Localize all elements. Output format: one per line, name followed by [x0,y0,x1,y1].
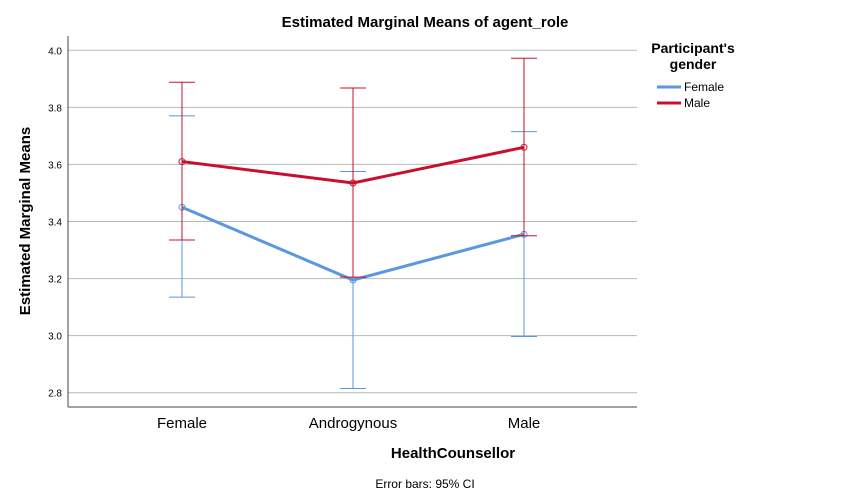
y-tick-label: 3.2 [48,275,62,286]
legend-label: Male [684,96,710,110]
y-tick-label: 2.8 [48,389,62,400]
y-tick-label: 3.4 [48,218,62,229]
series-line [181,145,525,185]
series [169,57,537,389]
y-tick-label: 4.0 [48,46,62,57]
data-point [520,143,528,151]
legend-title-line2: gender [670,56,717,72]
x-tick-label: Male [508,415,541,432]
x-tick-label: Androgynous [309,415,397,432]
y-tick-labels: 2.8 3.0 3.2 3.4 3.6 3.8 4.0 [48,46,62,399]
chart-title: Estimated Marginal Means of agent_role [282,14,569,31]
x-tick-labels: Female Androgynous Male [157,415,540,432]
legend-items: Female Male [657,80,724,110]
y-axis-title: Estimated Marginal Means [17,127,34,315]
data-point [178,158,186,166]
series-male [169,57,537,278]
y-tick-label: 3.8 [48,103,62,114]
y-tick-label: 3.6 [48,160,62,171]
y-tick-label: 3.0 [48,332,62,343]
footnote: Error bars: 95% CI [375,477,474,491]
series-line [181,205,525,282]
x-tick-label: Female [157,415,207,432]
data-point [349,179,357,187]
legend: Participant's gender Female Male [651,40,735,110]
legend-label: Female [684,80,724,94]
axes [67,36,637,408]
x-axis-title: HealthCounsellor [391,445,515,462]
legend-title-line1: Participant's [651,40,735,56]
